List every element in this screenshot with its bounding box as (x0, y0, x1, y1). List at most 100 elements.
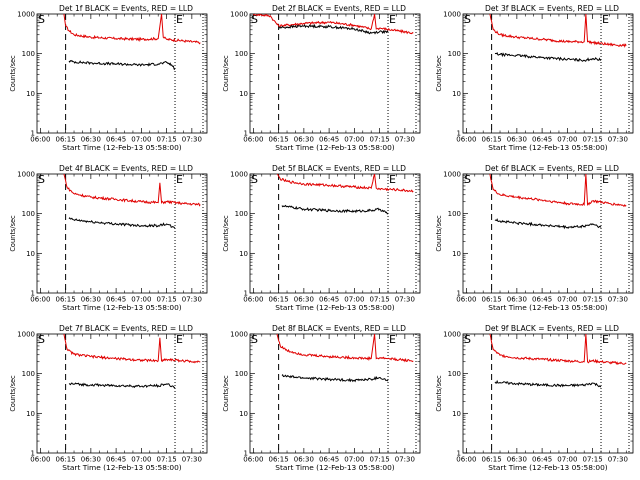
x-axis-label: Start Time (12-Feb-13 05:58:00) (62, 303, 181, 312)
x-tick-label: 07:00 (557, 136, 577, 144)
x-tick-label: 06:30 (507, 136, 527, 144)
y-tick-label: 1000 (230, 11, 248, 19)
x-tick-label: 06:15 (56, 136, 76, 144)
x-tick-label: 07:00 (344, 456, 364, 464)
x-axis-label: Start Time (12-Feb-13 05:58:00) (488, 143, 607, 152)
plot-frame (462, 333, 634, 454)
y-tick-label: 100 (235, 50, 248, 58)
x-tick-label: 07:30 (182, 136, 202, 144)
y-axis-label: Counts/sec (9, 55, 17, 92)
lld-rate-line (489, 174, 627, 208)
x-tick-label: 07:30 (182, 296, 202, 304)
x-tick-label: 06:30 (81, 136, 101, 144)
x-tick-label: 06:45 (106, 456, 126, 464)
y-tick-label: 1000 (230, 171, 248, 179)
y-tick-label: 100 (448, 370, 461, 378)
x-tick-label: 06:00 (243, 296, 263, 304)
x-tick-label: 06:15 (56, 456, 76, 464)
x-tick-label: 06:45 (106, 136, 126, 144)
end-marker-label: E (602, 333, 609, 346)
y-tick-label: 1000 (443, 11, 461, 19)
y-tick-label: 10 (452, 250, 461, 258)
lld-rate-line (276, 334, 414, 363)
lld-rate-line (276, 174, 414, 193)
event-rate-line (281, 204, 389, 215)
y-tick-label: 100 (22, 50, 35, 58)
x-axis-label: Start Time (12-Feb-13 05:58:00) (488, 303, 607, 312)
plot-frame (249, 333, 421, 454)
panel-title: Det 4f BLACK = Events, RED = LLD (59, 164, 193, 173)
y-tick-label: 10 (26, 90, 35, 98)
y-tick-label: 10 (452, 410, 461, 418)
y-tick-label: 1000 (230, 331, 248, 339)
x-tick-label: 06:00 (30, 296, 50, 304)
x-tick-label: 06:30 (81, 296, 101, 304)
x-tick-label: 07:30 (395, 456, 415, 464)
x-tick-label: 07:15 (583, 136, 603, 144)
detector-panel-5: Det 5f BLACK = Events, RED = LLD 1 10 100 10… (222, 164, 421, 312)
start-marker-label: S (464, 13, 471, 26)
x-tick-label: 06:15 (482, 296, 502, 304)
y-tick-label: 1 (244, 290, 248, 298)
detector-panel-6: Det 6f BLACK = Events, RED = LLD 1 10 100 10… (435, 164, 634, 312)
x-tick-label: 06:30 (81, 456, 101, 464)
plot-frame (36, 13, 208, 134)
y-tick-label: 1 (457, 290, 461, 298)
y-axis-label: Counts/sec (222, 215, 230, 252)
x-axis-label: Start Time (12-Feb-13 05:58:00) (488, 463, 607, 472)
x-tick-label: 06:15 (269, 296, 289, 304)
lld-rate-line (63, 14, 201, 45)
start-marker-label: S (38, 173, 45, 186)
x-tick-label: 06:15 (56, 296, 76, 304)
end-marker-label: E (602, 13, 609, 26)
x-tick-label: 06:30 (294, 296, 314, 304)
event-rate-line (494, 218, 602, 230)
event-rate-line (494, 379, 602, 388)
x-tick-label: 07:30 (182, 456, 202, 464)
x-tick-label: 06:15 (482, 456, 502, 464)
lld-rate-line (63, 334, 201, 364)
x-tick-label: 06:00 (243, 456, 263, 464)
y-tick-label: 1 (457, 130, 461, 138)
lld-rate-line (63, 174, 201, 207)
x-tick-label: 06:45 (532, 296, 552, 304)
end-marker-label: E (389, 333, 396, 346)
y-tick-label: 1 (457, 450, 461, 458)
y-tick-label: 1000 (17, 11, 35, 19)
x-tick-label: 06:15 (269, 136, 289, 144)
x-axis-label: Start Time (12-Feb-13 05:58:00) (62, 143, 181, 152)
y-tick-label: 1000 (17, 171, 35, 179)
lld-rate-line (489, 14, 627, 48)
y-axis-label: Counts/sec (222, 375, 230, 412)
x-tick-label: 06:45 (319, 296, 339, 304)
x-tick-label: 06:45 (106, 296, 126, 304)
y-tick-label: 1 (244, 130, 248, 138)
y-axis-label: Counts/sec (435, 375, 443, 412)
start-marker-label: S (251, 333, 258, 346)
panel-title: Det 7f BLACK = Events, RED = LLD (59, 324, 193, 333)
detector-panel-3: Det 3f BLACK = Events, RED = LLD 1 10 100 10… (435, 4, 634, 152)
x-tick-label: 06:45 (532, 136, 552, 144)
x-tick-label: 07:00 (131, 456, 151, 464)
panel-title: Det 9f BLACK = Events, RED = LLD (485, 324, 619, 333)
x-tick-label: 06:00 (456, 136, 476, 144)
end-marker-label: E (176, 333, 183, 346)
lld-rate-line (489, 334, 627, 366)
y-tick-label: 1000 (17, 331, 35, 339)
detector-panel-1: Det 1f BLACK = Events, RED = LLD 1 10 100 10… (9, 4, 208, 152)
x-tick-label: 06:00 (456, 296, 476, 304)
start-marker-label: S (251, 173, 258, 186)
y-axis-label: Counts/sec (9, 375, 17, 412)
start-marker-label: S (38, 333, 45, 346)
x-tick-label: 06:45 (532, 456, 552, 464)
x-tick-label: 06:00 (243, 136, 263, 144)
x-tick-label: 06:00 (30, 136, 50, 144)
x-tick-label: 06:00 (30, 456, 50, 464)
y-tick-label: 100 (22, 210, 35, 218)
event-rate-line (281, 374, 389, 383)
x-tick-label: 07:15 (157, 136, 177, 144)
x-tick-label: 07:15 (370, 296, 390, 304)
event-rate-line (278, 23, 389, 35)
x-tick-label: 07:30 (395, 136, 415, 144)
